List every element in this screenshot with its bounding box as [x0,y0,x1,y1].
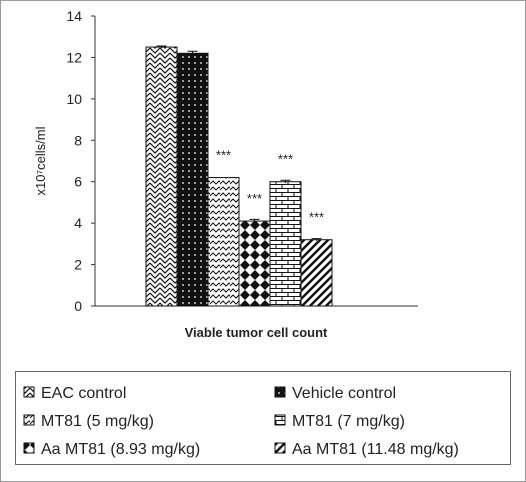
bar-4 [238,220,271,307]
bar-5 [269,181,302,307]
legend-swatch [274,414,286,426]
error-bar [156,45,167,49]
legend-label: Aa MT81 (8.93 mg/kg) [41,441,200,458]
y-tick-label: 12 [66,49,82,65]
bar-3 [207,177,240,307]
error-bar [311,238,322,241]
legend-box [15,371,511,465]
y-tick-label: 14 [66,8,82,24]
error-bar [280,179,291,184]
bar-group: *** *** *** *** [145,45,333,307]
legend-swatch [274,442,286,454]
y-axis-label: x10⁷cells/ml [33,126,48,195]
bar-1 [145,46,178,307]
significance-label: *** [216,148,231,163]
legend-label: Aa MT81 (11.48 mg/kg) [292,441,459,458]
y-tick-label: 6 [74,174,82,190]
significance-label: *** [278,152,293,167]
legend-label: MT81 (5 mg/kg) [41,413,154,430]
y-tick-label: 10 [66,91,82,107]
legend-swatch [23,386,35,398]
legend-label: EAC control [41,385,126,402]
x-axis-label: Viable tumor cell count [185,325,328,340]
legend-swatch [23,442,35,454]
y-tick-label: 8 [74,132,82,148]
bar-6 [300,239,333,307]
legend-swatch [23,414,35,426]
bar-2 [176,52,209,307]
y-tick-label: 4 [74,215,82,231]
legend-swatch [274,386,286,398]
legend: EAC control Vehicle control MT81 (5 mg/kg)… [23,385,459,458]
y-axis-ticks: 0 2 4 6 8 10 12 14 [66,8,95,314]
y-tick-label: 2 [74,257,82,273]
legend-label: Vehicle control [292,385,396,402]
significance-label: *** [309,210,324,225]
legend-label: MT81 (7 mg/kg) [292,413,405,430]
error-bar [249,218,260,223]
error-bar [187,50,198,56]
significance-label: *** [247,191,262,206]
y-tick-label: 0 [74,298,82,314]
